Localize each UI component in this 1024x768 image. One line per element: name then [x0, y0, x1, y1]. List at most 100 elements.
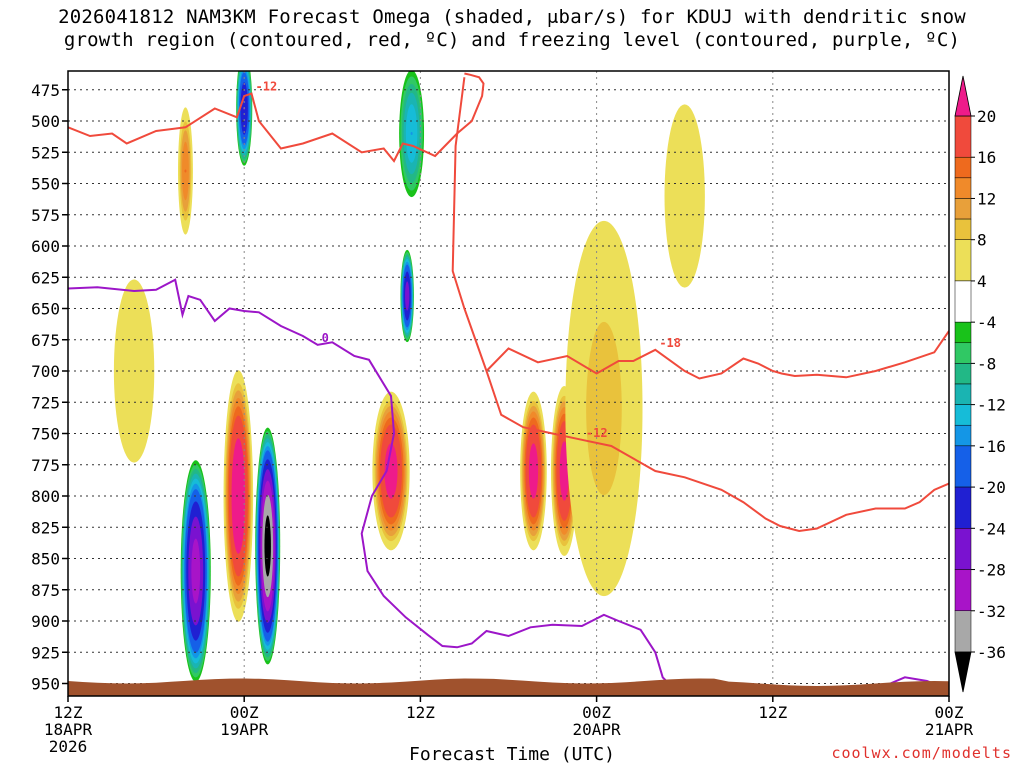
colorbar-bin — [954, 363, 972, 385]
contour-label-2: -18 — [659, 336, 681, 350]
y-tick-label: 750 — [31, 425, 60, 444]
omega-feature-upward-upper-hour23 — [399, 71, 425, 198]
colorbar-bin — [954, 239, 972, 282]
gridlines — [68, 71, 949, 696]
x-axis-label: Forecast Time (UTC) — [409, 744, 615, 765]
colorbar-bin — [954, 424, 972, 447]
y-tick-label: 775 — [31, 456, 60, 475]
y-tick-label: 550 — [31, 175, 60, 194]
y-tick-label: 925 — [31, 643, 60, 662]
y-tick-label: 800 — [31, 487, 60, 506]
colorbar-bin — [954, 177, 972, 199]
y-tick-label: 675 — [31, 331, 60, 350]
omega-level-8 — [586, 321, 622, 496]
y-tick-label: 900 — [31, 612, 60, 631]
x-tick-label: 20APR — [573, 720, 622, 739]
source-credit: coolwx.com/modelts — [831, 744, 1012, 762]
x-tick-label: 2026 — [49, 737, 88, 756]
ground-surface — [68, 678, 949, 696]
y-tick-label: 500 — [31, 112, 60, 131]
x-tick-label: 12Z — [758, 703, 787, 722]
colorbar-bin — [954, 342, 972, 364]
contour-3 — [68, 278, 685, 696]
colorbar: 20 16 12 8 4 -4 -8 -12 -16 -20 -24 -28 -32 -36 — [954, 75, 1006, 693]
contour-label-0: -12 — [256, 80, 278, 94]
contour-label-1: -12 — [586, 426, 608, 440]
chart-title-line2: growth region (contoured, red, ºC) and f… — [63, 29, 961, 51]
colorbar-label: -8 — [977, 354, 996, 373]
x-tick-label: 12Z — [54, 703, 83, 722]
x-tick-label: 00Z — [582, 703, 611, 722]
colorbar-bin — [954, 156, 972, 179]
colorbar-bin — [954, 445, 972, 488]
omega-feature-downward-upper-hour8 — [177, 107, 193, 235]
omega-level--24 — [405, 281, 410, 311]
colorbar-bin — [954, 528, 972, 570]
x-tick-label: 12Z — [406, 703, 435, 722]
y-tick-label: 475 — [31, 81, 60, 100]
y-tick-label: 600 — [31, 237, 60, 256]
y-axis: 475 500 525 550 575 600 625 650 675 700 725 750 775 8… — [31, 81, 68, 694]
colorbar-bin — [954, 569, 972, 612]
omega-feature-upward-core-hour23 — [400, 249, 414, 343]
omega-level-20 — [528, 443, 539, 499]
y-tick-label: 525 — [31, 143, 60, 162]
y-tick-label: 700 — [31, 362, 60, 381]
colorbar-bin — [954, 218, 972, 240]
omega-level--28 — [191, 538, 201, 604]
x-tick-label: 21APR — [925, 720, 974, 739]
contour-0 — [68, 72, 485, 163]
colorbar-label: -16 — [977, 437, 1006, 456]
omega-level-24 — [237, 493, 240, 499]
omega-level--14 — [410, 132, 413, 135]
omega-feature-weak-sink-hour42 — [664, 104, 705, 288]
colorbar-bin — [954, 610, 972, 653]
omega-feature-downward-hour22 — [372, 391, 410, 551]
contour-2 — [485, 330, 949, 380]
contour-label-3: 0 — [322, 331, 329, 345]
colorbar-label: -32 — [977, 602, 1006, 621]
colorbar-label: 12 — [977, 189, 996, 208]
y-tick-label: 950 — [31, 675, 60, 694]
colorbar-min-arrow — [954, 651, 972, 693]
chart-title-line1: 2026041812 NAM3KM Forecast Omega (shaded… — [58, 6, 966, 28]
omega-level-4 — [664, 104, 705, 288]
omega-feature-downward-hour31 — [520, 391, 547, 551]
y-tick-label: 725 — [31, 393, 60, 412]
colorbar-label: -4 — [977, 313, 996, 332]
y-tick-label: 875 — [31, 581, 60, 600]
colorbar-label: -28 — [977, 561, 1006, 580]
omega-feature-upward-core-hour8 — [180, 460, 211, 682]
colorbar-label: -12 — [977, 396, 1006, 415]
plot-frame — [67, 70, 950, 697]
y-tick-label: 850 — [31, 550, 60, 569]
ground-fill — [68, 678, 949, 696]
omega-level-20 — [384, 443, 398, 499]
colorbar-bin — [954, 383, 972, 405]
omega-feature-upward-core-hour13.5 — [255, 427, 281, 665]
colorbar-bin — [954, 198, 972, 220]
y-tick-label: 825 — [31, 518, 60, 537]
colorbar-label: -20 — [977, 478, 1006, 497]
colorbar-bin — [954, 321, 972, 344]
colorbar-label: 4 — [977, 272, 987, 291]
y-tick-label: 625 — [31, 268, 60, 287]
x-tick-label: 00Z — [935, 703, 964, 722]
y-tick-label: 575 — [31, 206, 60, 225]
x-tick-label: 18APR — [44, 720, 93, 739]
colorbar-bin — [954, 404, 972, 426]
omega-level-14 — [184, 169, 187, 173]
colorbar-label: 8 — [977, 231, 987, 250]
colorbar-label: 16 — [977, 148, 996, 167]
colorbar-bin — [954, 115, 972, 158]
chart-title: 2026041812 NAM3KM Forecast Omega (shaded… — [0, 6, 1024, 52]
colorbar-label: 20 — [977, 107, 996, 126]
x-tick-label: 00Z — [230, 703, 259, 722]
y-tick-label: 650 — [31, 300, 60, 319]
colorbar-label: -24 — [977, 519, 1006, 538]
colorbar-bin — [954, 486, 972, 529]
x-tick-label: 19APR — [220, 720, 269, 739]
colorbar-bin — [954, 280, 972, 323]
